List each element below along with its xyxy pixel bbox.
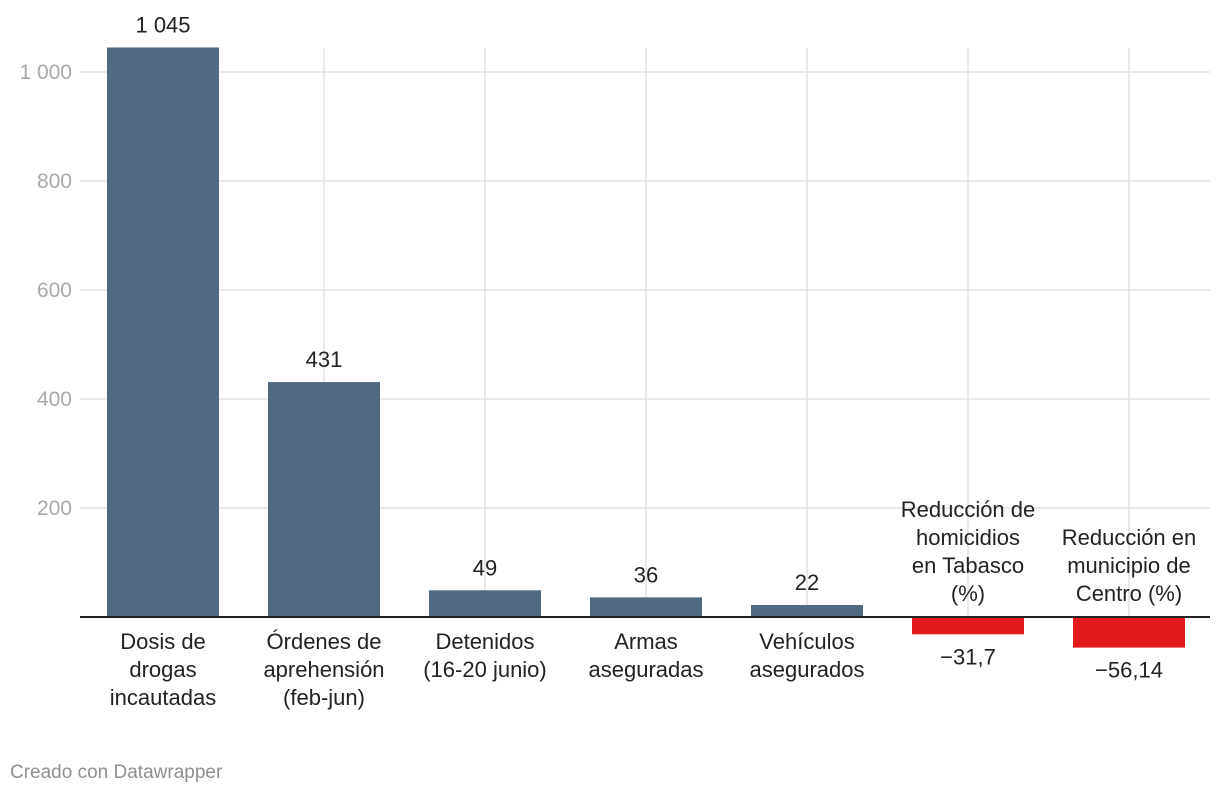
category-label: Detenidos — [435, 629, 534, 654]
category-label: asegurados — [750, 657, 865, 682]
category-label: drogas — [129, 657, 196, 682]
category-label: aprehensión — [263, 657, 384, 682]
category-label: (16-20 junio) — [423, 657, 547, 682]
category-label: Centro (%) — [1076, 581, 1182, 606]
y-tick-label: 800 — [37, 170, 72, 193]
data-label: −31,7 — [940, 644, 996, 669]
bars — [80, 47, 1210, 648]
category-label: Dosis de — [120, 629, 206, 654]
credit-text: Creado con Datawrapper — [10, 762, 223, 783]
category-label: en Tabasco — [912, 553, 1024, 578]
bar — [1073, 617, 1185, 648]
data-label: 49 — [473, 555, 497, 580]
category-label: municipio de — [1067, 553, 1191, 578]
data-label: 1 045 — [135, 12, 190, 37]
category-label: incautadas — [110, 685, 216, 710]
bar — [751, 605, 863, 617]
category-label: aseguradas — [589, 657, 704, 682]
bar — [268, 382, 380, 617]
bar-chart: 200 400 600 800 1 000 1 045 Dosis de drogas inca… — [19, 12, 1210, 710]
category-label: Reducción en — [1062, 525, 1197, 550]
y-tick-label: 400 — [37, 388, 72, 411]
category-label: Órdenes de — [267, 629, 382, 654]
data-label: 36 — [634, 562, 658, 587]
category-label: Reducción de — [901, 497, 1036, 522]
bar — [912, 617, 1024, 635]
data-label: 22 — [795, 570, 819, 595]
bar — [590, 597, 702, 617]
y-tick-label: 1 000 — [19, 61, 72, 84]
bar — [107, 47, 219, 618]
category-label: Armas — [614, 629, 678, 654]
data-label: −56,14 — [1095, 658, 1163, 683]
category-label: homicidios — [916, 525, 1020, 550]
y-tick-label: 600 — [37, 279, 72, 302]
category-label: (feb-jun) — [283, 685, 365, 710]
data-label: 431 — [306, 347, 343, 372]
gridlines — [80, 48, 1210, 617]
y-tick-label: 200 — [37, 497, 72, 520]
bar — [429, 590, 541, 617]
labels: 200 400 600 800 1 000 1 045 Dosis de drogas inca… — [19, 12, 1196, 710]
category-label: Vehículos — [759, 629, 854, 654]
category-label: (%) — [951, 581, 985, 606]
